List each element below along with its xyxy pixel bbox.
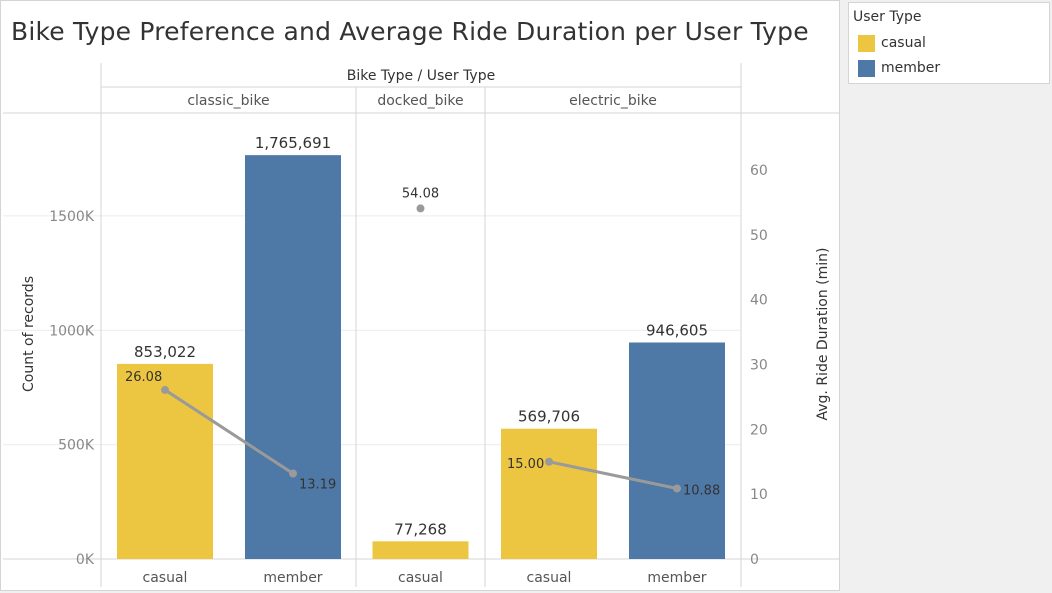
chart-title: Bike Type Preference and Average Ride Du… [11,17,809,46]
bar-count-label: 77,268 [394,520,447,538]
duration-point [161,385,169,394]
duration-point [545,457,553,466]
y-left-tick-label: 1000K [49,323,95,339]
y-left-tick-label: 0K [76,552,95,568]
column-header: Bike Type / User Type [347,68,495,84]
y-right-tick-label: 50 [750,228,768,244]
legend-title: User Type [853,9,922,25]
bar-count-label: 1,765,691 [255,134,331,152]
bar-count-label: 946,605 [646,321,708,339]
y-right-tick-label: 40 [750,293,768,309]
y-right-tick-label: 0 [750,552,759,568]
duration-point [416,204,425,213]
duration-point [673,484,681,493]
x-tick-label: member [263,570,322,586]
y-right-tick-label: 20 [750,422,768,438]
bar-classic_bike-casual [117,363,213,559]
x-tick-label: member [647,570,706,586]
y-left-tick-label: 500K [58,438,95,454]
duration-label: 10.88 [683,483,720,498]
group-header-electric_bike: electric_bike [569,93,657,109]
group-header-classic_bike: classic_bike [187,93,269,109]
legend-swatch-member [858,60,875,77]
y-left-axis-title: Count of records [21,276,37,392]
x-tick-label: casual [143,570,188,586]
y-left-tick-label: 1500K [49,209,95,225]
bar-count-label: 569,706 [518,408,580,426]
bar-count-label: 853,022 [134,343,196,361]
duration-label: 26.08 [125,370,162,385]
y-right-tick-label: 60 [750,163,768,179]
chart-panel: Bike Type Preference and Average Ride Du… [0,0,840,591]
bar-electric_bike-casual [501,428,597,559]
duration-label: 13.19 [299,477,336,492]
duration-label: 54.08 [402,186,439,201]
bar-electric_bike-member [629,342,725,559]
x-tick-label: casual [398,570,443,586]
bar-docked_bike-casual [372,541,469,559]
legend-label-member: member [881,60,941,76]
duration-line [164,388,294,475]
duration-line [548,460,678,490]
y-right-axis-title: Avg. Ride Duration (min) [815,248,831,421]
legend-label-casual: casual [881,35,926,51]
legend-swatch-casual [858,35,875,52]
bar-classic_bike-member [245,155,341,559]
duration-label: 15.00 [507,457,544,472]
duration-point [289,469,297,478]
y-right-tick-label: 10 [750,487,768,503]
legend: User Type casual member [848,2,1050,84]
group-header-docked_bike: docked_bike [377,93,463,109]
chart-svg: Bike Type / User Type classic_bike docked_… [3,63,839,587]
x-tick-label: casual [527,570,572,586]
y-right-tick-label: 30 [750,358,768,374]
